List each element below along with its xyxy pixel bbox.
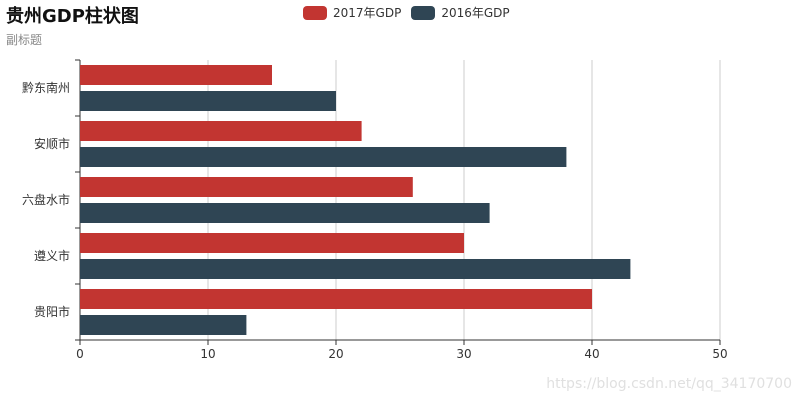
legend-swatch-2016 xyxy=(411,5,436,20)
watermark-text: https://blog.csdn.net/qq_34170700 xyxy=(546,376,792,392)
legend-item-2017[interactable]: 2017年GDP xyxy=(303,4,401,21)
chart-legend: 2017年GDP 2016年GDP xyxy=(303,4,510,21)
legend-label-2017: 2017年GDP xyxy=(333,6,402,20)
x-tick-label: 20 xyxy=(328,347,343,361)
bar xyxy=(80,177,413,197)
x-tick-label: 10 xyxy=(200,347,215,361)
y-tick-label: 贵阳市 xyxy=(34,304,70,319)
x-tick-label: 0 xyxy=(76,347,84,361)
bar xyxy=(80,203,490,223)
legend-swatch-2017 xyxy=(303,5,327,20)
bar xyxy=(80,147,567,167)
bar xyxy=(80,259,631,279)
y-tick-label: 安顺市 xyxy=(34,136,70,151)
legend-label-2016: 2016年GDP xyxy=(441,6,510,20)
chart-title: 贵州GDP柱状图 xyxy=(6,6,139,27)
bar xyxy=(80,315,247,335)
y-tick-label: 六盘水市 xyxy=(22,192,70,207)
bar xyxy=(80,121,362,141)
bar xyxy=(80,91,336,111)
x-tick-label: 40 xyxy=(584,347,599,361)
y-tick-label: 黔东南州 xyxy=(22,80,70,95)
bar xyxy=(80,65,272,85)
x-tick-label: 30 xyxy=(456,347,471,361)
legend-item-2016[interactable]: 2016年GDP xyxy=(411,4,510,21)
bar xyxy=(80,289,592,309)
x-tick-label: 50 xyxy=(712,347,727,361)
y-tick-label: 遵义市 xyxy=(34,248,70,263)
bar xyxy=(80,233,464,253)
chart-subtitle: 副标题 xyxy=(6,33,43,47)
